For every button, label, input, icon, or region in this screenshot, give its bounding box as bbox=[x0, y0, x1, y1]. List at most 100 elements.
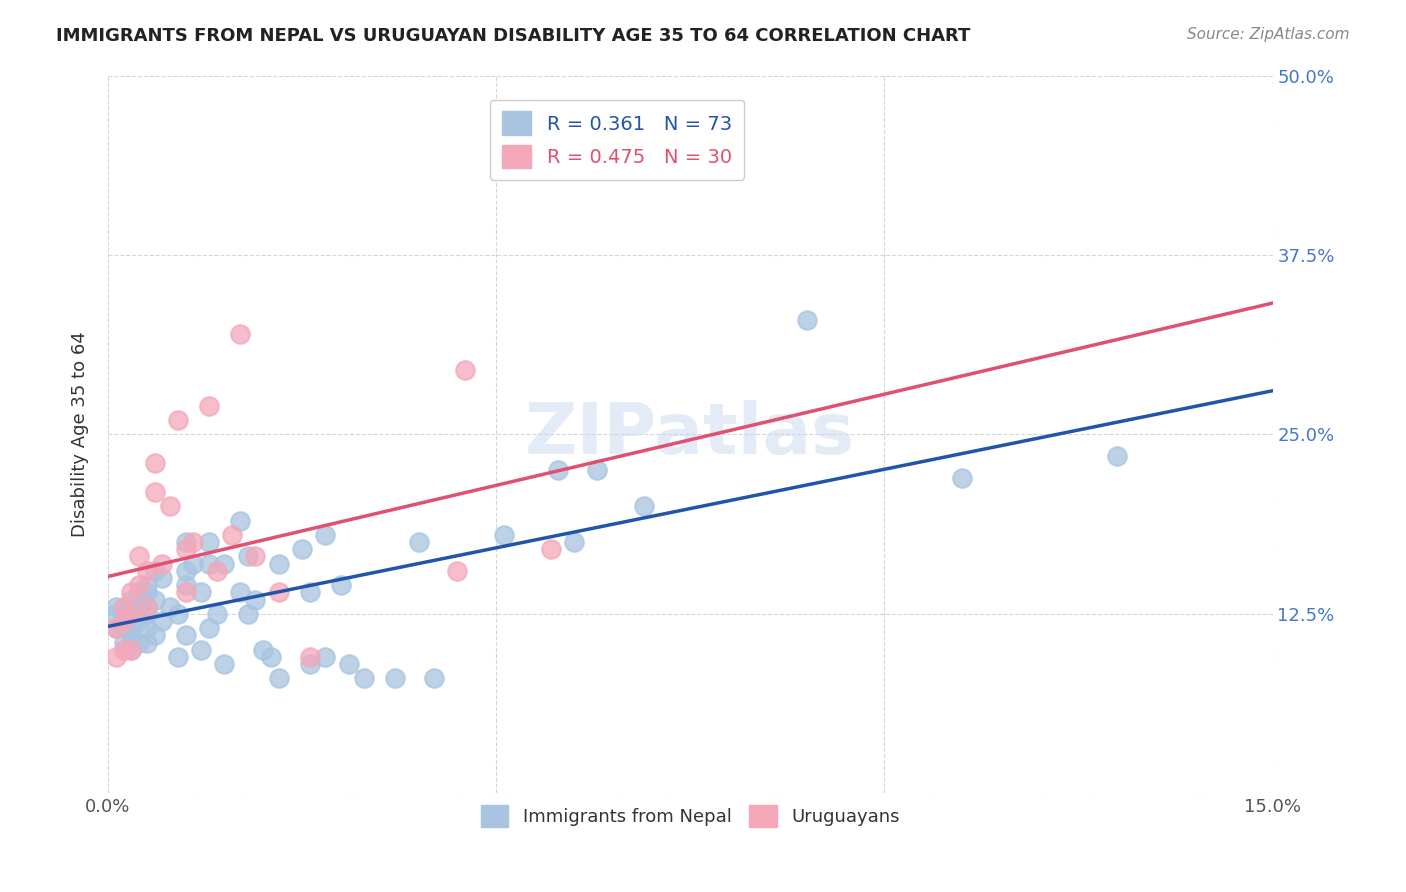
Point bbox=[104, 650, 127, 665]
Point bbox=[314, 650, 336, 665]
Point bbox=[190, 642, 212, 657]
Point bbox=[174, 542, 197, 557]
Point bbox=[229, 514, 252, 528]
Point bbox=[214, 557, 236, 571]
Point bbox=[143, 456, 166, 470]
Point bbox=[112, 635, 135, 649]
Point bbox=[104, 621, 127, 635]
Point bbox=[298, 657, 321, 672]
Text: ZIPatlas: ZIPatlas bbox=[526, 400, 855, 469]
Point bbox=[112, 599, 135, 614]
Point bbox=[159, 500, 181, 514]
Point bbox=[183, 535, 205, 549]
Point bbox=[135, 599, 157, 614]
Point bbox=[190, 585, 212, 599]
Point bbox=[112, 621, 135, 635]
Point bbox=[112, 642, 135, 657]
Point bbox=[167, 413, 190, 427]
Text: Source: ZipAtlas.com: Source: ZipAtlas.com bbox=[1187, 27, 1350, 42]
Point bbox=[167, 650, 190, 665]
Point bbox=[112, 614, 135, 628]
Point bbox=[143, 592, 166, 607]
Point bbox=[104, 599, 127, 614]
Point bbox=[174, 585, 197, 599]
Point bbox=[633, 500, 655, 514]
Point bbox=[112, 607, 135, 621]
Point bbox=[384, 672, 406, 686]
Point bbox=[198, 621, 221, 635]
Point bbox=[150, 557, 173, 571]
Point bbox=[198, 399, 221, 413]
Point bbox=[329, 578, 352, 592]
Point bbox=[104, 607, 127, 621]
Point bbox=[120, 592, 142, 607]
Point bbox=[540, 542, 562, 557]
Legend: Immigrants from Nepal, Uruguayans: Immigrants from Nepal, Uruguayans bbox=[474, 798, 907, 835]
Point bbox=[159, 599, 181, 614]
Point bbox=[128, 635, 150, 649]
Point bbox=[120, 607, 142, 621]
Point bbox=[135, 621, 157, 635]
Point bbox=[183, 557, 205, 571]
Point bbox=[174, 535, 197, 549]
Point bbox=[252, 642, 274, 657]
Point bbox=[167, 607, 190, 621]
Point bbox=[408, 535, 430, 549]
Point bbox=[236, 607, 259, 621]
Point bbox=[135, 564, 157, 578]
Point bbox=[198, 535, 221, 549]
Point bbox=[174, 564, 197, 578]
Point bbox=[150, 571, 173, 585]
Point bbox=[150, 614, 173, 628]
Point bbox=[120, 585, 142, 599]
Point bbox=[454, 363, 477, 377]
Point bbox=[128, 599, 150, 614]
Point bbox=[314, 528, 336, 542]
Point bbox=[547, 463, 569, 477]
Y-axis label: Disability Age 35 to 64: Disability Age 35 to 64 bbox=[72, 332, 89, 537]
Point bbox=[120, 621, 142, 635]
Point bbox=[562, 535, 585, 549]
Point bbox=[260, 650, 283, 665]
Point bbox=[586, 463, 609, 477]
Point bbox=[128, 585, 150, 599]
Point bbox=[174, 578, 197, 592]
Point bbox=[135, 607, 157, 621]
Point bbox=[143, 628, 166, 642]
Point bbox=[135, 599, 157, 614]
Point bbox=[221, 528, 243, 542]
Point bbox=[143, 484, 166, 499]
Point bbox=[245, 592, 267, 607]
Point bbox=[205, 607, 228, 621]
Point bbox=[267, 672, 290, 686]
Point bbox=[112, 599, 135, 614]
Point bbox=[446, 564, 468, 578]
Point bbox=[120, 628, 142, 642]
Point bbox=[120, 599, 142, 614]
Point bbox=[423, 672, 446, 686]
Point bbox=[298, 585, 321, 599]
Point bbox=[135, 585, 157, 599]
Point bbox=[796, 312, 818, 326]
Point bbox=[205, 564, 228, 578]
Point bbox=[174, 628, 197, 642]
Point bbox=[236, 549, 259, 564]
Text: IMMIGRANTS FROM NEPAL VS URUGUAYAN DISABILITY AGE 35 TO 64 CORRELATION CHART: IMMIGRANTS FROM NEPAL VS URUGUAYAN DISAB… bbox=[56, 27, 970, 45]
Point bbox=[1107, 449, 1129, 463]
Point bbox=[198, 557, 221, 571]
Point bbox=[267, 585, 290, 599]
Point bbox=[267, 557, 290, 571]
Point bbox=[291, 542, 314, 557]
Point bbox=[353, 672, 375, 686]
Point bbox=[128, 578, 150, 592]
Point bbox=[229, 326, 252, 341]
Point bbox=[492, 528, 515, 542]
Point bbox=[120, 642, 142, 657]
Point bbox=[128, 549, 150, 564]
Point bbox=[214, 657, 236, 672]
Point bbox=[245, 549, 267, 564]
Point bbox=[298, 650, 321, 665]
Point bbox=[950, 470, 973, 484]
Point bbox=[143, 564, 166, 578]
Point bbox=[120, 607, 142, 621]
